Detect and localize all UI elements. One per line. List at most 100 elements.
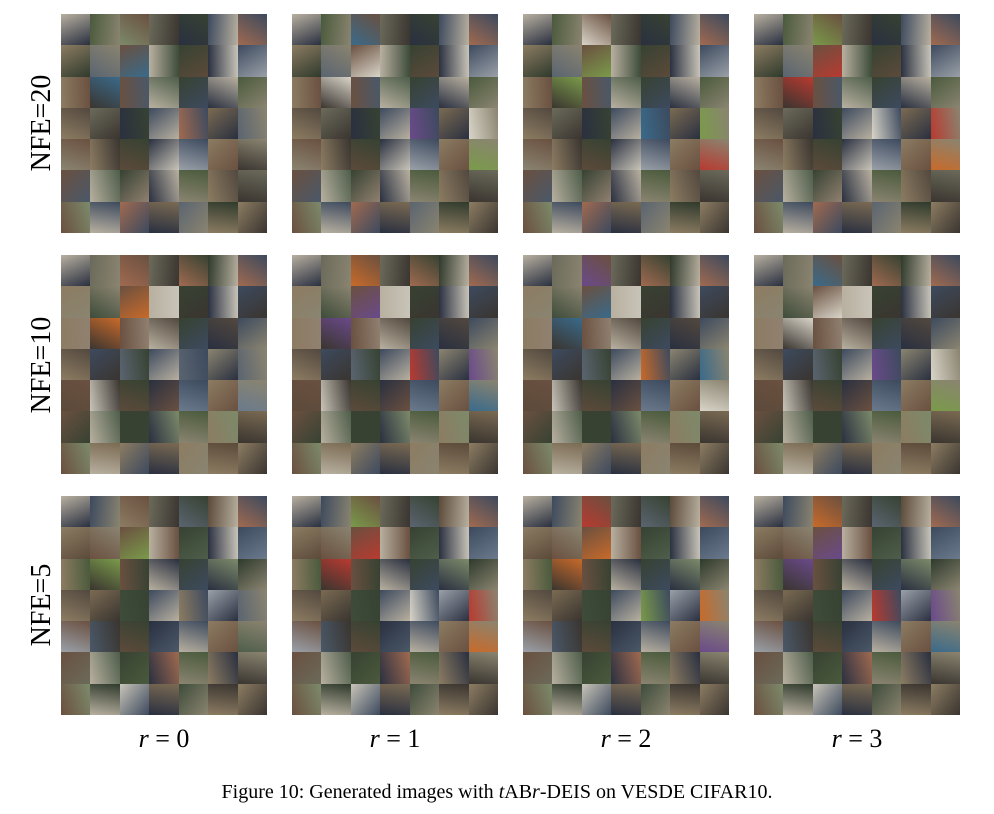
sample-thumbnail [581, 652, 612, 684]
sample-thumbnail [552, 317, 582, 349]
sample-thumbnail [611, 14, 641, 46]
sample-thumbnail [640, 496, 671, 528]
sample-thumbnail [90, 255, 120, 287]
sample-thumbnail [119, 286, 150, 318]
sample-thumbnail [380, 286, 410, 318]
sample-thumbnail [61, 527, 91, 559]
sample-thumbnail [640, 589, 671, 622]
sample-thumbnail [380, 14, 410, 46]
sample-thumbnail [178, 201, 209, 233]
sample-thumbnail [581, 45, 612, 77]
sample-thumbnail [350, 76, 381, 108]
sample-thumbnail [468, 317, 498, 349]
sample-thumbnail [640, 45, 671, 77]
sample-thumbnail [670, 621, 700, 653]
sample-thumbnail [523, 107, 553, 140]
sample-thumbnail [552, 348, 582, 381]
sample-thumbnail [523, 286, 553, 318]
col-label-val: 0 [176, 724, 190, 753]
sample-thumbnail [812, 558, 843, 590]
sample-thumbnail [321, 442, 351, 474]
sample-grid [523, 14, 729, 233]
sample-thumbnail [783, 652, 813, 684]
sample-thumbnail [812, 652, 843, 684]
sample-thumbnail [321, 76, 351, 108]
sample-thumbnail [380, 107, 410, 140]
sample-thumbnail [208, 348, 238, 381]
sample-thumbnail [208, 496, 238, 528]
sample-thumbnail [842, 107, 872, 140]
sample-thumbnail [149, 317, 179, 349]
sample-thumbnail [350, 527, 381, 559]
sample-thumbnail [871, 496, 902, 528]
sample-thumbnail [350, 683, 381, 715]
sample-thumbnail [237, 139, 267, 171]
sample-thumbnail [783, 255, 813, 287]
sample-thumbnail [842, 286, 872, 318]
sample-thumbnail [812, 621, 843, 653]
col-label-r0: r = 0 [104, 726, 224, 752]
sample-thumbnail [930, 255, 960, 287]
sample-thumbnail [812, 442, 843, 474]
sample-thumbnail [439, 496, 469, 528]
sample-thumbnail [640, 348, 671, 381]
sample-thumbnail [61, 621, 91, 653]
sample-thumbnail [468, 286, 498, 318]
sample-thumbnail [842, 348, 872, 381]
sample-thumbnail [699, 201, 729, 233]
sample-thumbnail [292, 14, 322, 46]
sample-thumbnail [754, 170, 784, 202]
sample-thumbnail [699, 76, 729, 108]
sample-thumbnail [930, 45, 960, 77]
sample-thumbnail [581, 170, 612, 202]
sample-thumbnail [901, 411, 931, 443]
sample-thumbnail [237, 558, 267, 590]
sample-thumbnail [611, 411, 641, 443]
sample-thumbnail [237, 45, 267, 77]
sample-thumbnail [61, 170, 91, 202]
sample-thumbnail [523, 621, 553, 653]
sample-thumbnail [783, 411, 813, 443]
sample-thumbnail [552, 286, 582, 318]
sample-thumbnail [670, 317, 700, 349]
sample-thumbnail [930, 683, 960, 715]
sample-thumbnail [90, 527, 120, 559]
sample-thumbnail [439, 683, 469, 715]
sample-thumbnail [292, 496, 322, 528]
sample-thumbnail [699, 589, 729, 622]
sample-thumbnail [783, 139, 813, 171]
sample-thumbnail [901, 45, 931, 77]
sample-thumbnail [350, 558, 381, 590]
sample-thumbnail [208, 255, 238, 287]
sample-thumbnail [611, 45, 641, 77]
sample-thumbnail [468, 683, 498, 715]
sample-thumbnail [783, 317, 813, 349]
sample-thumbnail [523, 411, 553, 443]
sample-thumbnail [871, 139, 902, 171]
sample-thumbnail [208, 45, 238, 77]
sample-thumbnail [670, 170, 700, 202]
sample-thumbnail [380, 496, 410, 528]
sample-thumbnail [871, 348, 902, 381]
sample-thumbnail [178, 683, 209, 715]
sample-thumbnail [523, 683, 553, 715]
sample-thumbnail [699, 14, 729, 46]
sample-thumbnail [90, 107, 120, 140]
caption-ab: AB [504, 781, 533, 803]
sample-thumbnail [842, 652, 872, 684]
sample-thumbnail [930, 348, 960, 381]
sample-thumbnail [61, 348, 91, 381]
sample-thumbnail [699, 107, 729, 140]
sample-thumbnail [468, 411, 498, 443]
sample-thumbnail [149, 107, 179, 140]
sample-thumbnail [842, 76, 872, 108]
sample-thumbnail [149, 45, 179, 77]
sample-thumbnail [754, 380, 784, 412]
sample-thumbnail [581, 589, 612, 622]
sample-thumbnail [581, 201, 612, 233]
sample-thumbnail [581, 558, 612, 590]
sample-thumbnail [292, 255, 322, 287]
sample-thumbnail [901, 380, 931, 412]
col-label-val: 2 [638, 724, 652, 753]
sample-thumbnail [292, 442, 322, 474]
